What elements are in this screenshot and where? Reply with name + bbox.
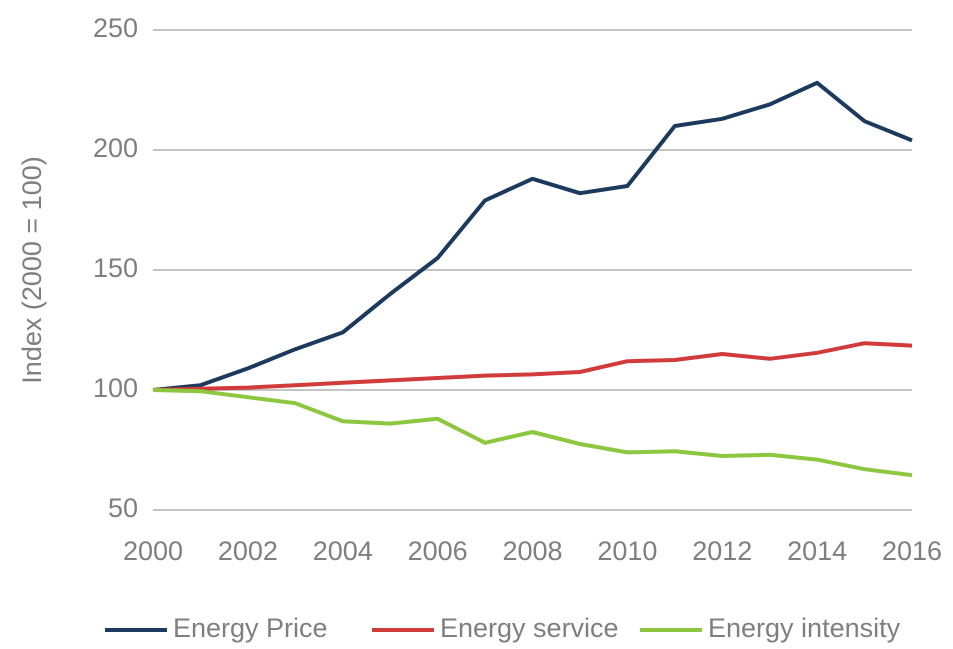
series-line bbox=[152, 80, 913, 392]
series-line bbox=[152, 341, 913, 392]
x-tick-label: 2002 bbox=[218, 536, 278, 566]
legend-label: Energy intensity bbox=[708, 613, 901, 643]
legend-label: Energy service bbox=[440, 613, 619, 643]
x-tick-label: 2016 bbox=[882, 536, 942, 566]
y-axis-label: Index (2000 = 100) bbox=[17, 156, 47, 383]
x-tick-label: 2006 bbox=[408, 536, 468, 566]
legend-label: Energy Price bbox=[173, 613, 328, 643]
x-tick-label: 2004 bbox=[313, 536, 373, 566]
y-tick-label: 150 bbox=[93, 253, 138, 283]
x-tick-label: 2000 bbox=[123, 536, 183, 566]
y-tick-label: 100 bbox=[93, 373, 138, 403]
y-tick-label: 250 bbox=[93, 13, 138, 43]
x-tick-label: 2014 bbox=[787, 536, 847, 566]
x-tick-label: 2008 bbox=[502, 536, 562, 566]
x-tick-label: 2010 bbox=[597, 536, 657, 566]
y-tick-label: 200 bbox=[93, 133, 138, 163]
y-tick-label: 50 bbox=[108, 493, 138, 523]
series-line bbox=[152, 388, 913, 478]
x-tick-label: 2012 bbox=[692, 536, 752, 566]
